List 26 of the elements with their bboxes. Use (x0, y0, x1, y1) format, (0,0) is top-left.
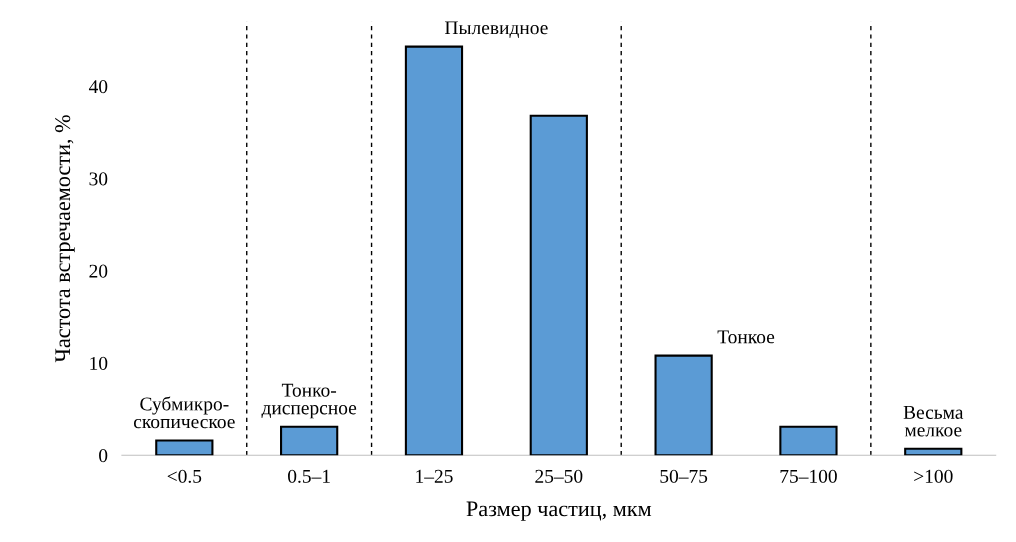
bar (280, 425, 339, 456)
y-tick-label: 10 (90, 356, 108, 370)
x-tick-label: 75–100 (780, 469, 837, 483)
x-tick-label: >100 (914, 469, 953, 483)
bar (654, 354, 713, 456)
y-tick-label: 40 (88, 80, 108, 94)
y-axis-title: Частота встречаемости, % (55, 115, 75, 363)
x-tick-label: 0.5–1 (288, 469, 330, 483)
x-axis-title: Размер частиц, мкм (466, 501, 652, 521)
annotation: Пылевидное (444, 21, 548, 38)
x-tick-label: <0.5 (167, 469, 202, 483)
bar (529, 114, 588, 456)
annotation: Весьма мелкое (903, 405, 964, 437)
y-tick-label: 30 (89, 172, 108, 186)
annotation: Субмикро- скопическое (133, 396, 235, 429)
bar (779, 425, 838, 456)
bar (404, 45, 464, 456)
x-tick-label: 50–75 (660, 469, 708, 483)
annotation: Тонкое (717, 330, 775, 344)
y-tick-label: 20 (89, 264, 108, 278)
x-tick-label: 1–25 (416, 469, 453, 483)
y-tick-label: 0 (99, 449, 108, 463)
bar (904, 447, 963, 456)
annotation: Тонко- дисперсное (261, 383, 357, 419)
x-tick-label: 25–50 (535, 469, 583, 483)
bar (155, 439, 214, 456)
